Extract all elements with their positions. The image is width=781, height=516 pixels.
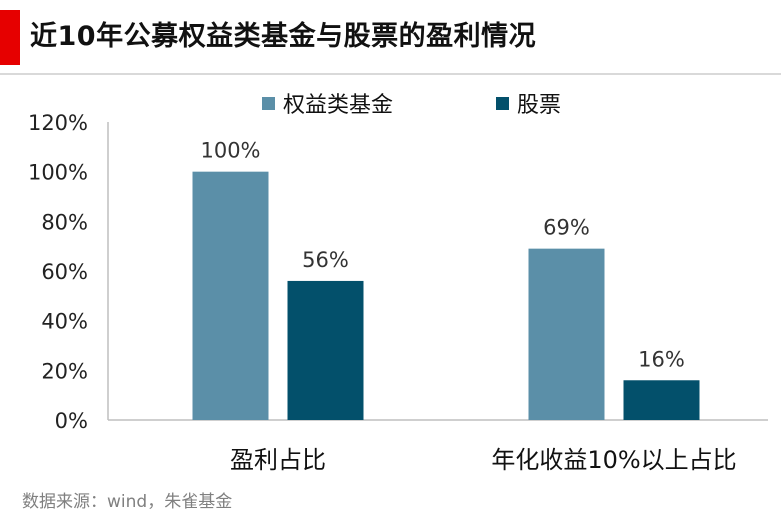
x-tick-label: 盈利占比 [230,446,326,474]
data-label: 16% [638,347,685,371]
legend-swatch [262,97,275,110]
legend-label: 权益类基金 [283,93,393,118]
y-tick-label: 40% [41,310,88,334]
chart-legend: 权益类基金 股票 [262,93,561,118]
y-tick-label: 0% [55,409,88,433]
bar [528,248,605,420]
data-labels: 100% 56% 69% 16% [200,139,684,372]
x-axis-ticks: 盈利占比 年化收益10%以上占比 [230,446,737,474]
y-axis-ticks: 0% 20% 40% 60% 80% 100% 120% [28,111,88,433]
page-title: 近10年公募权益类基金与股票的盈利情况 [30,21,537,52]
y-tick-label: 60% [41,260,88,284]
bar [623,380,700,420]
data-label: 56% [302,248,349,272]
legend-swatch [496,97,509,110]
chart-bars [192,171,700,420]
data-label: 100% [200,139,260,163]
x-tick-label: 年化收益10%以上占比 [491,446,736,474]
title-divider [0,73,781,75]
bar [192,171,269,420]
y-tick-label: 80% [41,210,88,234]
data-label: 69% [543,216,590,240]
source-note: 数据来源：wind，朱雀基金 [22,492,233,512]
y-tick-label: 20% [41,359,88,383]
y-tick-label: 120% [28,111,88,135]
title-accent-bar [0,10,20,65]
legend-label: 股票 [517,93,561,118]
y-tick-label: 100% [28,161,88,185]
bar [287,280,364,420]
